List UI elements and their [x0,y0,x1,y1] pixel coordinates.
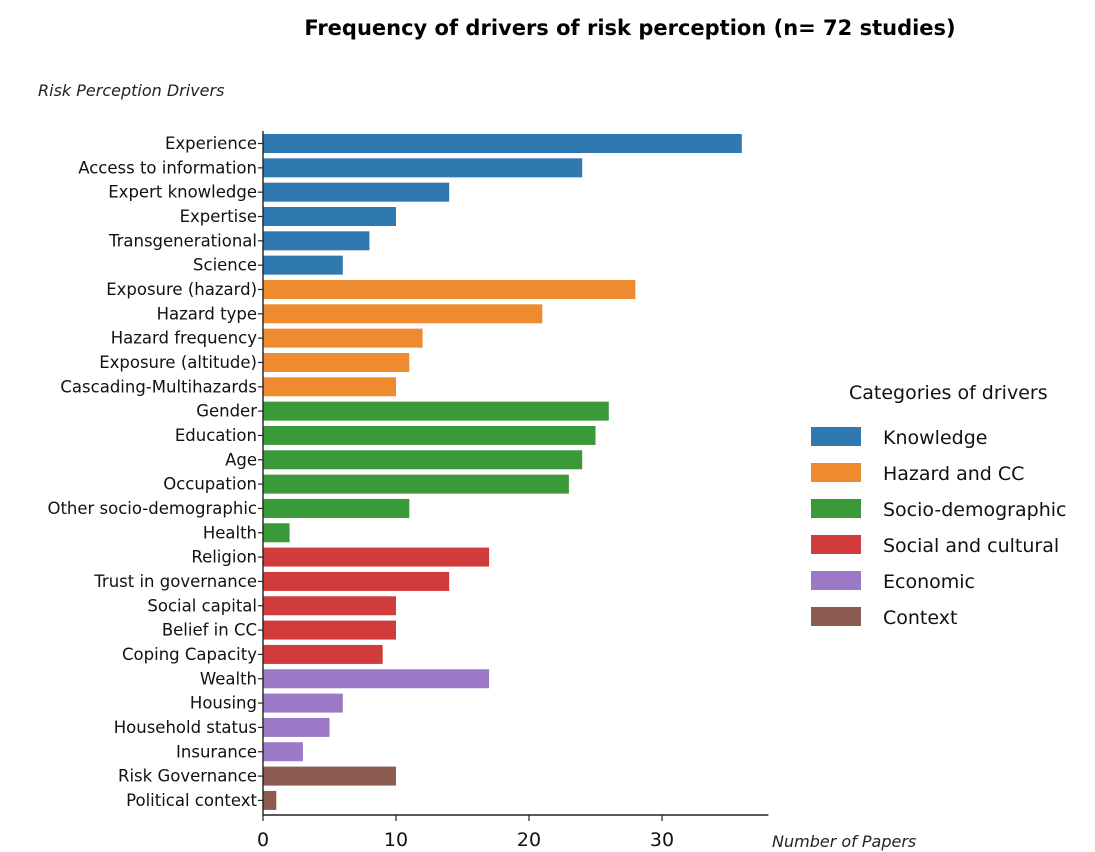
category-label-hazard-type: Hazard type [157,304,257,323]
bar-science [263,255,343,275]
axes-group: 0 10 20 30 [257,131,769,851]
category-label-coping-capacity: Coping Capacity [122,645,257,664]
bar-expertise [263,206,396,226]
legend-swatch-context [811,607,861,626]
category-label-wealth: Wealth [200,669,257,688]
bar-transgenerational [263,231,370,251]
bar-access-to-information [263,158,583,178]
category-label-trust-in-governance: Trust in governance [93,572,257,591]
bars-group [263,134,742,810]
bar-household-status [263,717,330,737]
bar-hazard-type [263,304,543,324]
legend-label-knowledge: Knowledge [883,427,987,449]
legend-label-economic: Economic [883,571,975,593]
bar-wealth [263,669,490,689]
category-label-political-context: Political context [126,791,257,810]
category-label-belief-in-cc: Belief in CC [162,621,257,640]
bar-belief-in-cc [263,620,396,640]
category-label-experience: Experience [165,134,257,153]
chart-title: Frequency of drivers of risk perception … [304,16,955,40]
legend-swatch-economic [811,571,861,590]
category-label-occupation: Occupation [163,475,257,494]
legend: Categories of drivers Knowledge Hazard an… [811,382,1066,629]
x-tick-label-0: 0 [257,829,269,851]
category-label-gender: Gender [196,402,257,421]
bar-housing [263,693,343,713]
bar-hazard-frequency [263,328,423,348]
legend-title: Categories of drivers [849,382,1048,404]
bar-age [263,450,583,470]
category-label-risk-governance: Risk Governance [118,767,257,786]
bar-occupation [263,474,569,494]
category-label-access-to-information: Access to information [78,158,257,177]
x-tick-label-30: 30 [650,829,674,851]
category-label-religion: Religion [191,548,257,567]
bar-political-context [263,790,277,810]
legend-swatch-hazard-and-cc [811,463,861,482]
bar-experience [263,134,742,153]
x-tick-label-20: 20 [517,829,541,851]
bar-other-socio-demographic [263,498,410,518]
legend-label-social-and-cultural: Social and cultural [883,535,1059,557]
category-label-transgenerational: Transgenerational [108,231,257,250]
bar-risk-governance [263,766,396,786]
bar-expert-knowledge [263,182,450,202]
legend-swatch-socio-demographic [811,499,861,518]
bar-trust-in-governance [263,571,450,591]
category-label-exposure-hazard: Exposure (hazard) [106,280,257,299]
legend-swatch-knowledge [811,427,861,446]
legend-label-context: Context [883,607,957,629]
bar-cascading-multihazards [263,377,396,397]
bar-exposure-hazard [263,279,636,299]
category-label-hazard-frequency: Hazard frequency [111,329,257,348]
y-axis-title: Risk Perception Drivers [38,81,224,100]
category-label-cascading-multihazards: Cascading-Multihazards [60,377,257,396]
category-label-age: Age [225,450,257,469]
legend-label-socio-demographic: Socio-demographic [883,499,1066,521]
category-label-housing: Housing [190,694,257,713]
category-label-expert-knowledge: Expert knowledge [108,183,257,202]
x-tick-label-10: 10 [384,829,408,851]
x-axis-title: Number of Papers [772,832,916,851]
category-label-health: Health [203,523,257,542]
category-label-household-status: Household status [114,718,257,737]
category-label-social-capital: Social capital [147,596,257,615]
bar-exposure-altitude [263,352,410,372]
bar-education [263,425,596,445]
bar-coping-capacity [263,644,383,664]
bar-health [263,523,290,543]
category-label-other-socio-demographic: Other socio-demographic [47,499,257,518]
category-label-exposure-altitude: Exposure (altitude) [99,353,257,372]
legend-label-hazard-and-cc: Hazard and CC [883,463,1024,485]
bar-insurance [263,742,303,762]
bar-religion [263,547,490,567]
category-label-education: Education [175,426,257,445]
category-label-insurance: Insurance [176,742,257,761]
category-labels-group: Experience Access to information Expert kn… [47,134,257,810]
bar-social-capital [263,596,396,616]
category-label-expertise: Expertise [180,207,257,226]
category-label-science: Science [193,256,257,275]
bar-gender [263,401,609,421]
legend-swatch-social-and-cultural [811,535,861,554]
